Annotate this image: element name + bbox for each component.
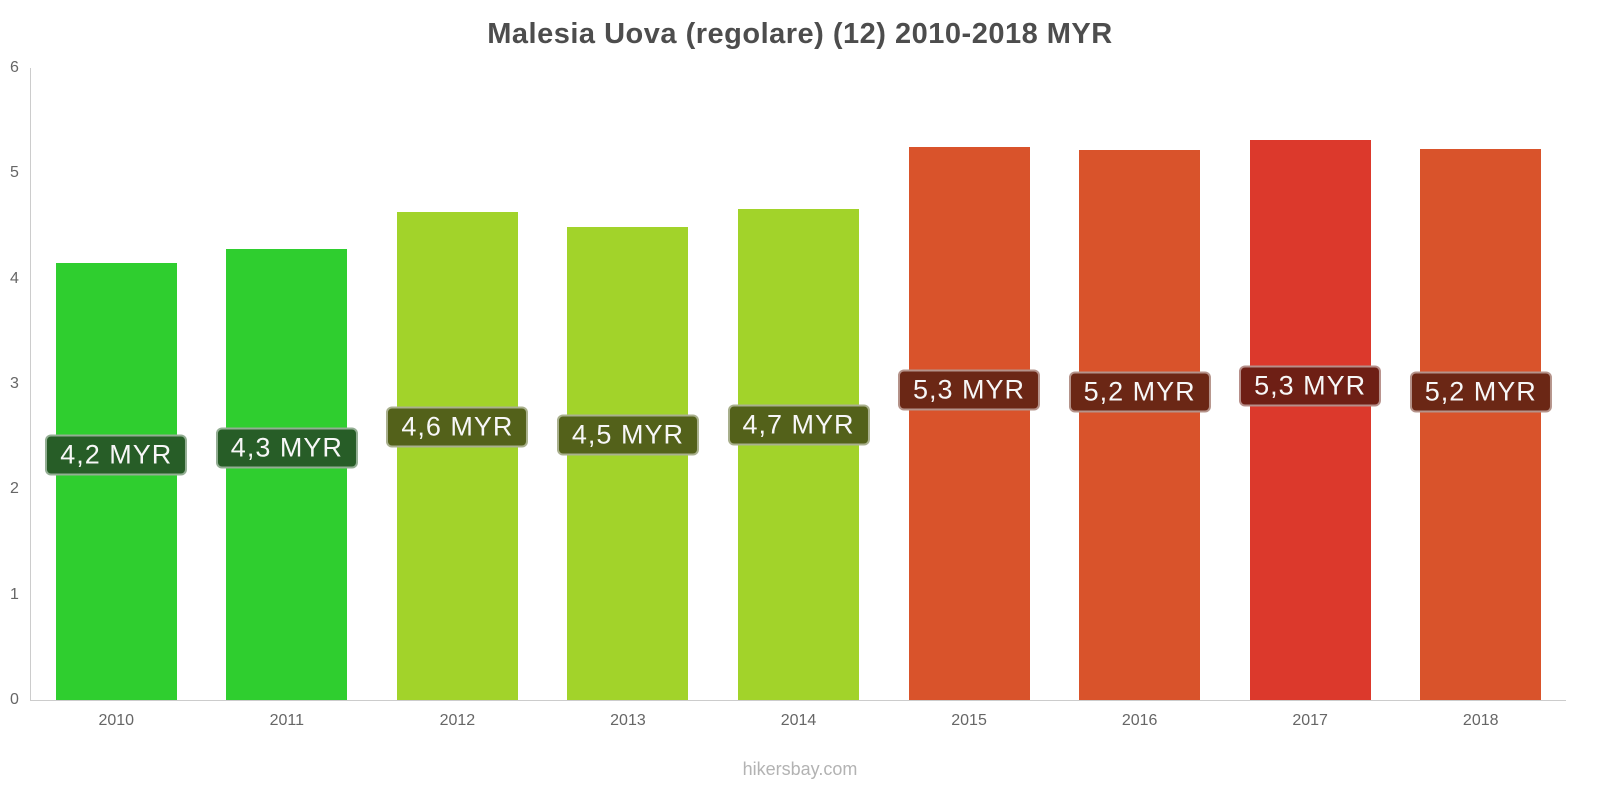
bar-2013: 4,5 MYR	[556, 227, 699, 700]
bar-2015: 5,3 MYR	[898, 147, 1041, 700]
bar-value-badge: 5,3 MYR	[898, 369, 1041, 411]
x-axis-tick-label: 2016	[1121, 712, 1158, 729]
y-axis-tick-label: 3	[10, 375, 19, 392]
bar-value-badge: 4,6 MYR	[386, 406, 529, 448]
bar-2012: 4,6 MYR	[386, 212, 529, 700]
bar-value-badge: 5,2 MYR	[1068, 371, 1211, 413]
y-axis-tick-label: 0	[10, 691, 19, 708]
x-axis-tick-label: 2018	[1462, 712, 1499, 729]
bar-value-badge: 5,3 MYR	[1239, 365, 1382, 407]
x-axis-tick-label: 2015	[951, 712, 987, 729]
footer-credit: hikersbay.com	[742, 759, 858, 779]
bar-2014: 4,7 MYR	[727, 209, 870, 700]
bar-2016: 5,2 MYR	[1068, 150, 1211, 700]
plot-area: 0 1 2 3 4 5 6 4,2 MYR 2010 4,3 MYR 2011 4,6 MYR 2012…	[10, 60, 1566, 729]
chart-title: Malesia Uova (regolare) (12) 2010-2018 M…	[487, 18, 1113, 50]
y-axis-tick-label: 2	[10, 480, 19, 498]
y-axis-tick-label: 5	[10, 164, 19, 182]
x-axis-tick-label: 2017	[1292, 712, 1328, 729]
y-axis-tick-label: 6	[10, 59, 19, 76]
bar-2010: 4,2 MYR	[45, 262, 188, 700]
x-axis-tick-label: 2014	[780, 712, 817, 729]
bar-2018: 5,2 MYR	[1409, 149, 1552, 700]
x-axis-tick-label: 2011	[269, 712, 305, 729]
x-axis-tick-label: 2013	[610, 712, 646, 729]
x-axis-tick-label: 2012	[439, 712, 476, 729]
y-axis-tick-label: 1	[10, 585, 19, 603]
y-axis-tick-label: 4	[10, 269, 19, 287]
x-axis-tick-label: 2010	[98, 712, 135, 729]
bar-value-badge: 4,7 MYR	[727, 404, 870, 446]
bar-value-badge: 4,2 MYR	[45, 434, 188, 476]
bar-2011: 4,3 MYR	[215, 249, 358, 700]
bar-2017: 5,3 MYR	[1239, 139, 1382, 700]
bar-value-badge: 5,2 MYR	[1409, 371, 1552, 413]
bar-value-badge: 4,5 MYR	[556, 414, 699, 456]
bar-value-badge: 4,3 MYR	[215, 427, 358, 469]
